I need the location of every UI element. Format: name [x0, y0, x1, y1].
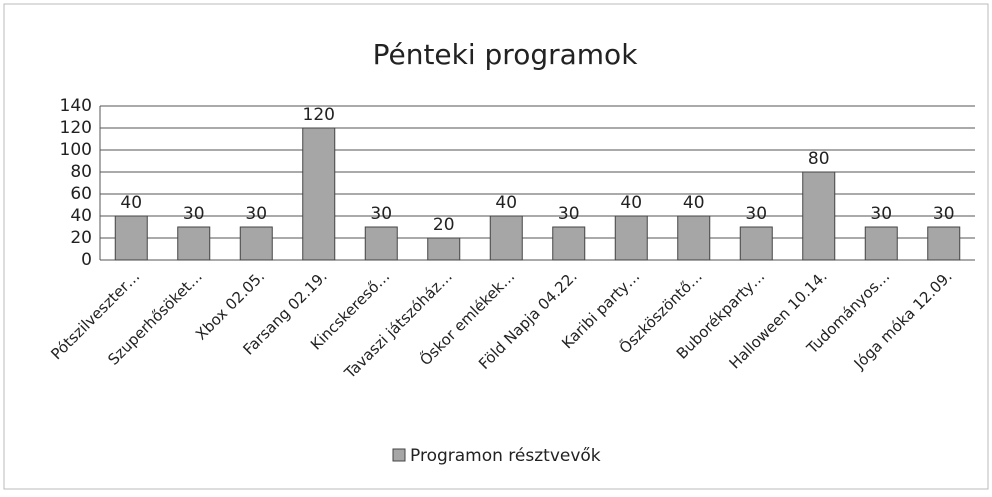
bar [614, 215, 648, 261]
bar [114, 215, 148, 261]
y-tick-label: 100 [60, 140, 92, 160]
bar [802, 171, 836, 261]
bar [927, 226, 961, 261]
value-label: 30 [870, 204, 892, 224]
bar [739, 226, 773, 261]
bar [364, 226, 398, 261]
y-tick-label: 0 [81, 250, 92, 270]
y-tick-label: 140 [60, 96, 92, 116]
value-label: 40 [495, 193, 517, 213]
value-label: 30 [245, 204, 267, 224]
chart-title: Pénteki programok [373, 38, 639, 71]
bar [239, 226, 273, 261]
value-label: 30 [370, 204, 392, 224]
legend-swatch [392, 448, 406, 462]
bar [302, 127, 336, 261]
value-label: 80 [808, 149, 830, 169]
y-tick-label: 80 [70, 162, 92, 182]
value-label: 30 [933, 204, 955, 224]
value-label: 30 [745, 204, 767, 224]
y-tick-label: 40 [70, 206, 92, 226]
bar [552, 226, 586, 261]
value-label: 40 [120, 193, 142, 213]
value-label: 20 [433, 215, 455, 235]
bar [177, 226, 211, 261]
value-label: 120 [303, 105, 335, 125]
value-label: 40 [683, 193, 705, 213]
bar [677, 215, 711, 261]
bar [427, 237, 461, 261]
value-label: 30 [183, 204, 205, 224]
value-label: 40 [620, 193, 642, 213]
bar [489, 215, 523, 261]
y-tick-label: 120 [60, 118, 92, 138]
y-tick-label: 20 [70, 228, 92, 248]
bar [864, 226, 898, 261]
y-tick-label: 60 [70, 184, 92, 204]
legend-label: Programon résztvevők [410, 446, 601, 466]
value-label: 30 [558, 204, 580, 224]
